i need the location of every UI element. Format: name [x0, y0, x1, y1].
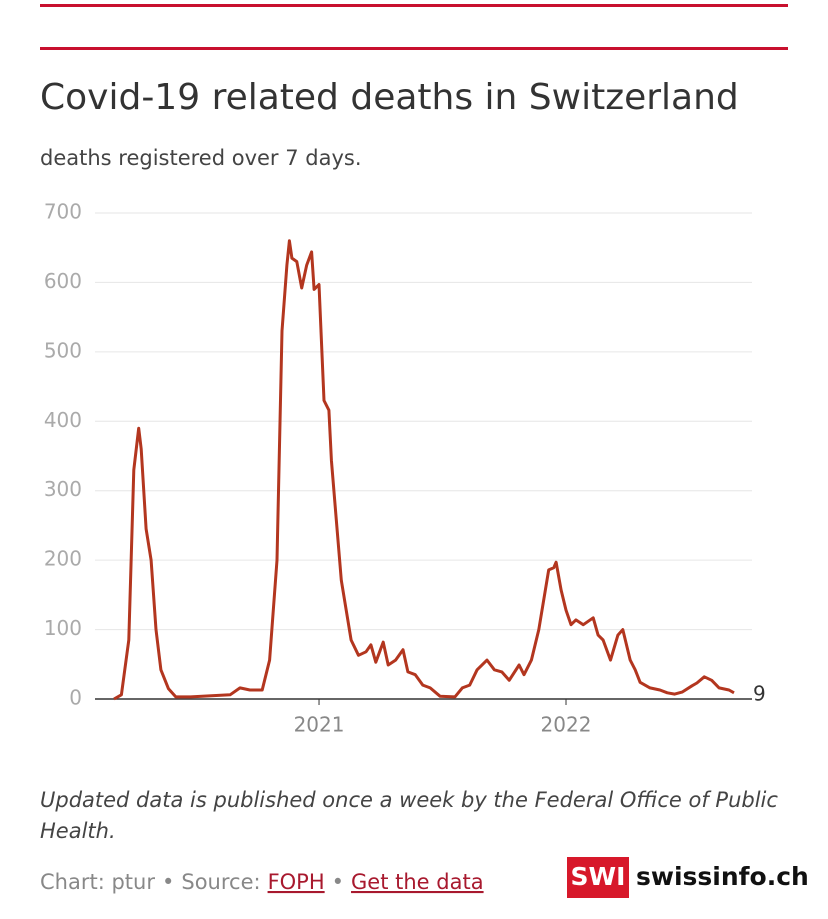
data-line: [113, 239, 735, 701]
separator: •: [162, 870, 174, 894]
y-tick-label: 100: [44, 616, 82, 640]
y-tick-label: 300: [44, 477, 82, 501]
y-tick-label: 400: [44, 408, 82, 432]
y-tick-label: 500: [44, 338, 82, 362]
x-tick-label: 2021: [294, 713, 345, 737]
end-label: 9: [753, 681, 766, 705]
logo-text: swissinfo.ch: [636, 862, 809, 891]
data-link[interactable]: Get the data: [351, 870, 484, 894]
chart-title: Covid-19 related deaths in Switzerland: [40, 77, 739, 118]
logo-box: [567, 857, 629, 898]
top-rule: [40, 47, 788, 50]
y-tick-label: 700: [44, 200, 82, 224]
logo-mark: SWI: [571, 862, 626, 891]
x-tick-label: 2022: [541, 713, 592, 737]
credit: Chart: ptur: [40, 870, 155, 894]
source-line: Chart: ptur • Source: FOPH • Get the data: [40, 870, 484, 894]
y-tick-label: 0: [69, 686, 82, 710]
source-label: Source:: [181, 870, 260, 894]
separator: •: [332, 870, 344, 894]
chart-subtitle: deaths registered over 7 days.: [40, 146, 362, 170]
footnote: Updated data is published once a week by…: [40, 788, 778, 843]
y-tick-label: 200: [44, 547, 82, 571]
top-rule: [40, 4, 788, 7]
y-tick-label: 600: [44, 269, 82, 293]
source-link[interactable]: FOPH: [268, 870, 325, 894]
